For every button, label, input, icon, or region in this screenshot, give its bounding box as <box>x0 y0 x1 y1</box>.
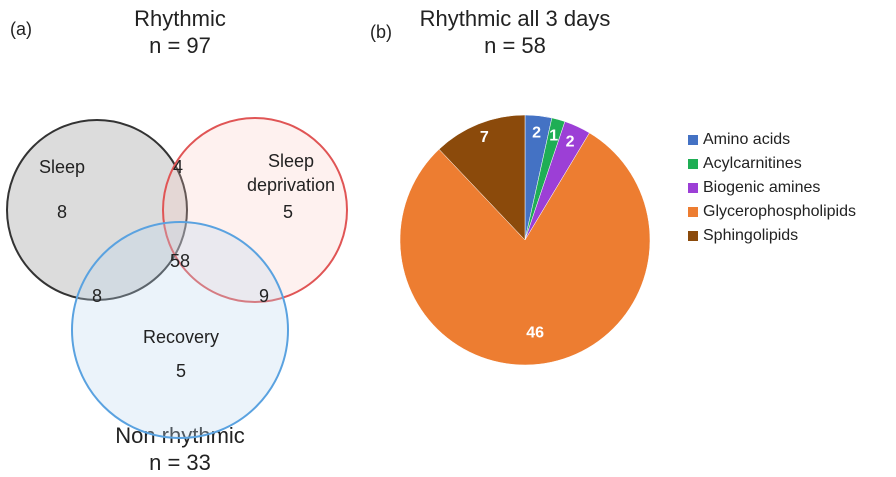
legend-swatch <box>688 183 698 193</box>
region-count: 9 <box>259 286 269 306</box>
panel-label: (a) <box>10 19 32 39</box>
region-count: 8 <box>57 202 67 222</box>
legend-swatch <box>688 135 698 145</box>
pie-slice <box>399 132 651 366</box>
subtitle: n = 58 <box>484 33 546 58</box>
data-label: 7 <box>480 129 489 146</box>
legend-label: Glycerophospholipids <box>703 203 856 220</box>
region-count: 8 <box>92 286 102 306</box>
legend-swatch <box>688 231 698 241</box>
legend-label: Acylcarnitines <box>703 155 802 172</box>
pie-slice <box>438 114 526 241</box>
data-label: 2 <box>566 134 575 151</box>
set-circle <box>71 221 289 439</box>
data-label: 1 <box>549 128 558 145</box>
set-label: Sleep deprivation <box>246 151 336 195</box>
data-label: 2 <box>532 124 541 141</box>
region-count: 4 <box>173 157 183 177</box>
region-count: 5 <box>283 202 293 222</box>
bottom-subtitle: n = 33 <box>149 450 211 475</box>
legend-label: Amino acids <box>703 131 790 148</box>
subtitle: n = 97 <box>149 33 211 58</box>
legend-swatch <box>688 159 698 169</box>
set-circle <box>6 119 188 301</box>
legend-swatch <box>688 207 698 217</box>
bottom-title: Non rhythmic <box>115 423 245 448</box>
set-label: Sleep <box>39 157 85 177</box>
panel-label: (b) <box>370 22 392 42</box>
data-label: 46 <box>526 324 544 341</box>
region-count: 58 <box>170 251 190 271</box>
set-label: Recovery <box>143 327 219 347</box>
title: Rhythmic all 3 days <box>420 6 611 31</box>
region-count: 5 <box>176 361 186 381</box>
legend-label: Sphingolipids <box>703 227 798 244</box>
title: Rhythmic <box>134 6 226 31</box>
legend-label: Biogenic amines <box>703 179 820 196</box>
set-circle <box>162 117 348 303</box>
